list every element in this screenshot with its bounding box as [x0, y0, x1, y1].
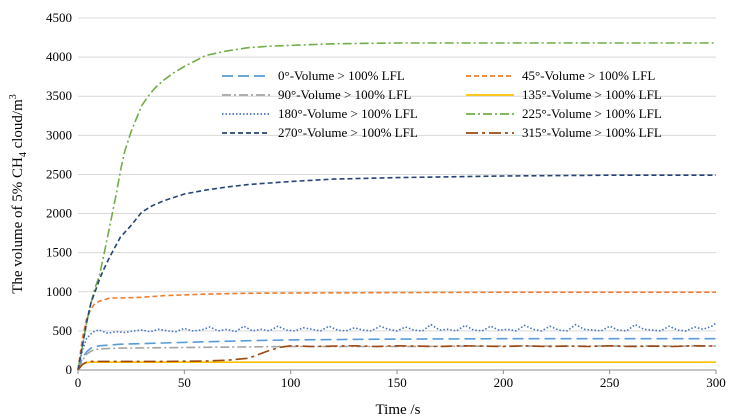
axes	[77, 369, 717, 374]
x-tick-labels: 0 50 100 150 200 250 300	[75, 375, 726, 390]
legend: 0°-Volume > 100% LFL 45°-Volume > 100% LF…	[222, 68, 662, 140]
y-axis-label: The volume of 5% CH4 cloud/m3	[8, 94, 29, 294]
y-axis-label-subscript: 4	[18, 152, 29, 157]
x-tick-label: 200	[494, 375, 514, 390]
series-lines	[77, 42, 717, 371]
legend-entry-1: 45°-Volume > 100% LFL	[522, 68, 655, 83]
x-tick-label: 100	[281, 375, 301, 390]
y-tick-label: 2000	[46, 206, 72, 221]
series-line-6	[77, 174, 716, 371]
x-tick-label: 150	[387, 375, 407, 390]
legend-entry-4: 180°-Volume > 100% LFL	[278, 106, 418, 121]
legend-entry-7: 315°-Volume > 100% LFL	[522, 125, 662, 140]
legend-entry-2: 90°-Volume > 100% LFL	[278, 87, 411, 102]
x-tick-label: 50	[178, 375, 191, 390]
legend-entry-5: 225°-Volume > 100% LFL	[522, 106, 662, 121]
y-tick-label: 3000	[46, 127, 72, 142]
y-axis-label-unit: cloud/m	[10, 99, 26, 152]
y-tick-label: 1000	[46, 284, 72, 299]
legend-entry-0: 0°-Volume > 100% LFL	[278, 68, 405, 83]
y-tick-label: 0	[66, 362, 73, 377]
y-axis-label-superscript: 3	[8, 94, 19, 99]
y-axis-label-main: The volume of 5% CH	[10, 157, 26, 294]
y-tick-label: 1500	[46, 245, 72, 260]
x-tick-label: 300	[706, 375, 726, 390]
y-tick-label: 4500	[46, 10, 72, 25]
series-line-7	[77, 344, 717, 371]
y-tick-label: 2500	[46, 166, 72, 181]
legend-entry-3: 135°-Volume > 100% LFL	[522, 87, 662, 102]
x-tick-label: 0	[75, 375, 82, 390]
series-line-5	[77, 42, 716, 371]
series-line-2	[77, 345, 716, 371]
series-line-3	[77, 361, 716, 371]
series-line-0	[77, 337, 716, 371]
x-tick-label: 250	[600, 375, 620, 390]
y-tick-label: 3500	[46, 88, 72, 103]
series-line-1	[77, 291, 716, 371]
x-axis-label: Time /s	[376, 402, 421, 418]
y-tick-label: 4000	[46, 49, 72, 64]
y-tick-labels: 0 500 1000 1500 2000 2500 3000 3500 4000 4500	[46, 10, 72, 377]
y-tick-label: 500	[53, 323, 73, 338]
gridlines	[78, 17, 716, 332]
legend-entry-6: 270°-Volume > 100% LFL	[278, 125, 418, 140]
